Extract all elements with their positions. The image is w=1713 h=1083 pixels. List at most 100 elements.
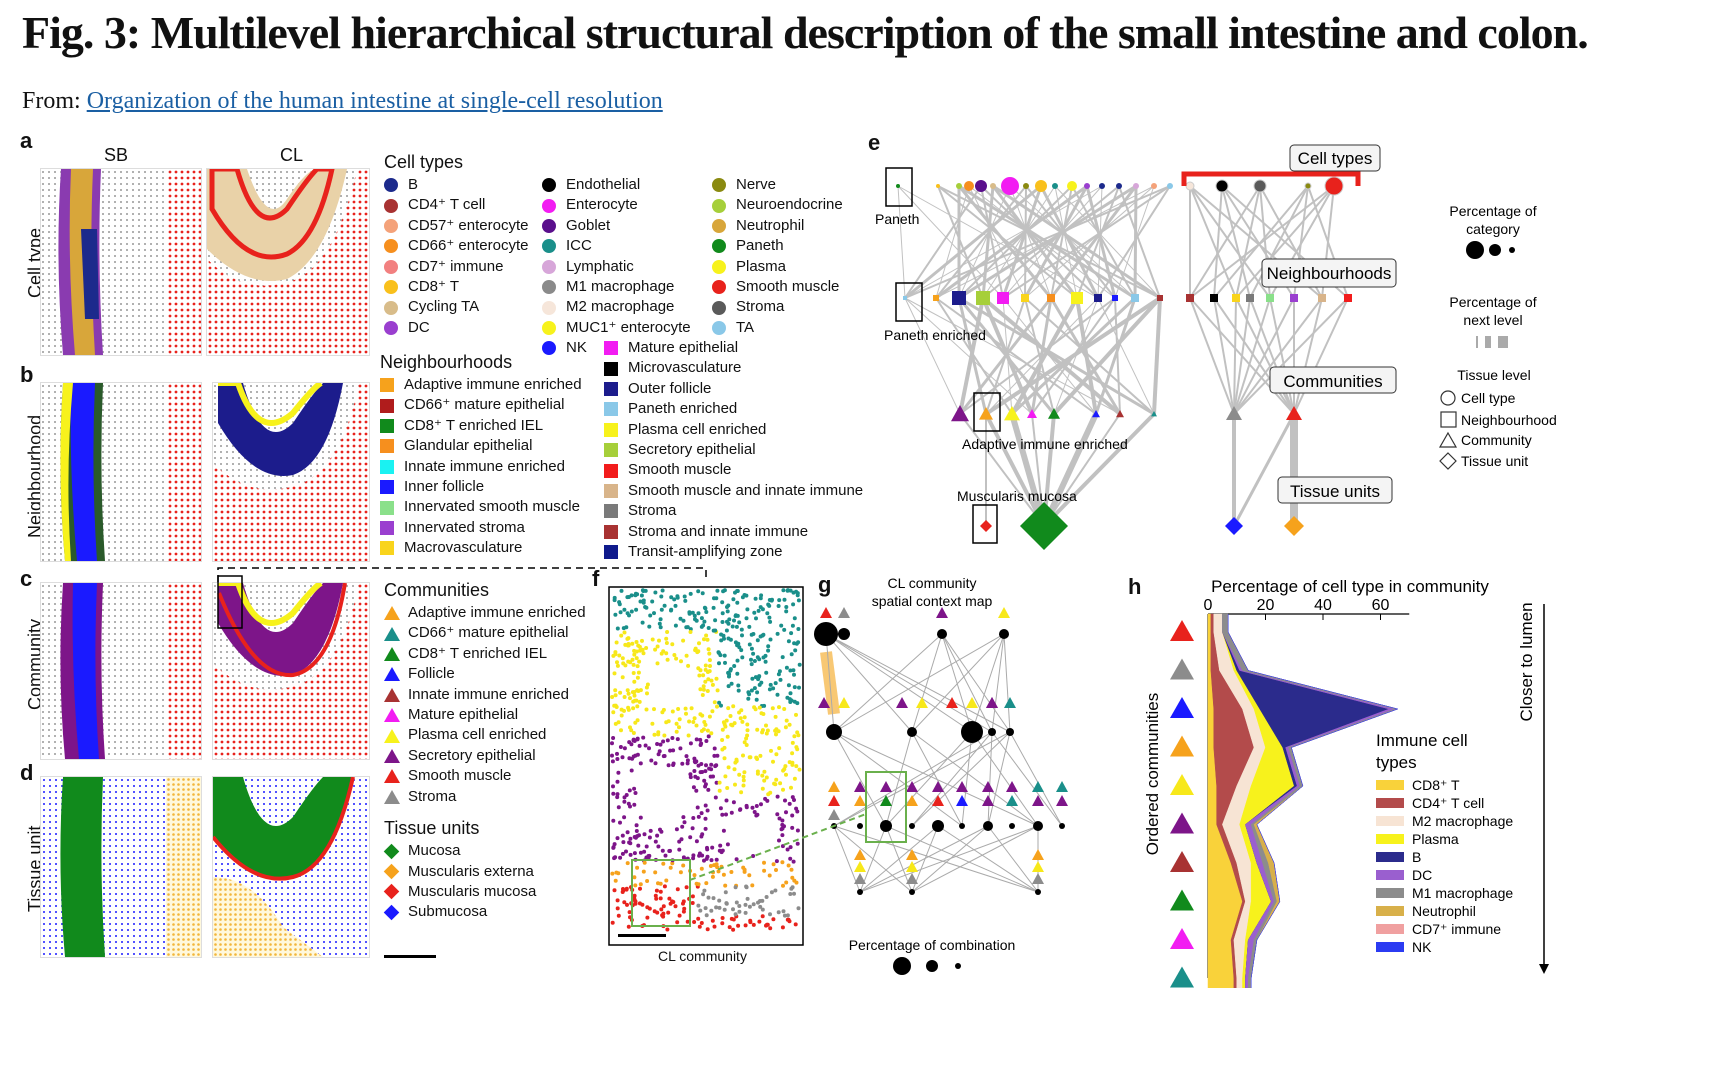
combination-node [907,727,917,737]
legend-label: CD8⁺ T enriched IEL [408,644,548,662]
h-legend-label: Plasma [1412,831,1459,847]
h-community-marker [1170,851,1194,872]
legend-item: Adaptive immune enriched [384,603,598,623]
legend-label: Smooth muscle [628,461,732,479]
label-muscularis: Muscularis mucosa [957,488,1077,504]
h-legend-swatch [1376,780,1404,790]
combination-node [988,728,996,736]
cell-type-node [1116,183,1122,189]
community-marker [854,781,866,792]
legend-label: Mature epithelial [628,339,739,356]
neighbourhood-node [1290,294,1298,302]
legend-heading: Neighbourhoods [380,352,513,372]
legend-label: TA [736,318,755,336]
h-legend-swatch [1376,924,1404,934]
neighbourhood-node [1210,294,1218,302]
tri-marker [384,789,400,804]
panel-label-a: a [20,128,33,153]
h-legend-label: M2 macrophage [1412,813,1513,829]
legend-item: Secretory epithelial [384,746,598,766]
box-tissue-units: Tissue units [1277,476,1393,504]
community-marker [982,795,994,806]
legend-label: B [408,176,419,193]
legend-item: Endothelial [542,175,712,195]
legend-label: Transit-amplifying zone [628,542,783,560]
legend-item: Innervated stroma [380,518,600,538]
sq-marker [604,483,618,498]
cell-type-node [1084,183,1090,189]
community-marker [932,795,944,806]
legend-item: Stroma [604,501,866,521]
legend-item: Goblet [542,216,712,236]
legend-label: Secretory epithelial [628,440,756,458]
legend-item: Mature epithelial [384,705,598,725]
figure-title: Fig. 3: Multilevel hierarchical structur… [22,7,1589,58]
h-legend-swatch [1376,870,1404,880]
f-g-link [690,813,867,881]
h-legend-label: CD4⁺ T cell [1412,795,1484,811]
h-community-marker [1170,928,1194,949]
legend-item: Stroma and innate immune [604,522,866,542]
legend-item: Stroma [384,787,598,807]
figure-source: From: Organization of the human intestin… [22,88,663,115]
tri-marker [384,667,400,682]
legend-label: Nerve [736,176,777,193]
legend-label: Mucosa [408,842,461,860]
legend-item: Mature epithelial [604,338,866,358]
combination-node [932,820,944,832]
community-marker [838,697,850,708]
legend-label: Muscularis externa [408,862,534,880]
box-cell-types: Cell types [1289,144,1381,172]
panel-g-map: CL community spatial context map Percent… [814,575,1068,975]
neighbourhood-node [1318,294,1326,302]
legend-label: Paneth enriched [628,400,738,418]
dot-marker [542,280,556,295]
legend-label: ICC [566,237,592,255]
legend-item: Secretory epithelial [604,440,866,460]
community-marker [828,781,840,792]
panel-label-f: f [592,566,600,591]
zoom-box [217,575,243,629]
legend-item: Neutrophil [712,216,862,236]
svg-text:Cell types: Cell types [1298,149,1373,168]
community-node [1004,406,1020,421]
neighbourhood-node [1131,294,1139,302]
article-link[interactable]: Organization of the human intestine at s… [86,88,663,114]
dot-marker [384,280,398,295]
panel-label-g: g [818,572,832,597]
h-legend-label: NK [1412,939,1432,955]
combination-node [814,622,838,646]
sq-marker [380,398,394,413]
svg-text:Neighbourhoods: Neighbourhoods [1267,264,1392,283]
h-area-series [1227,614,1399,988]
box-neighbourhoods: Neighbourhoods [1261,258,1397,288]
combination-node [983,821,993,831]
panel-f-connector [217,567,707,629]
community-node [1226,406,1242,420]
community-marker [1032,781,1044,792]
dot-marker [712,218,726,233]
combination-node [838,628,850,640]
legend-label: Neuroendocrine [736,196,843,214]
community-marker [1004,697,1016,708]
cell-type-node [990,183,996,189]
tri-marker [384,646,400,661]
community-marker [946,697,958,708]
legend-label: Plasma cell enriched [408,726,547,744]
community-node [1092,410,1100,418]
community-marker [896,697,908,708]
tissue-unit-node [1284,516,1304,536]
legend-label: Stroma and innate immune [628,522,809,540]
legend-item: Cycling TA [384,297,544,317]
legend-pct-next: Percentage of next level [1449,294,1536,328]
legend-label: Outer follicle [628,379,712,397]
cell-type-node [1035,180,1047,192]
dot-marker [712,198,726,213]
legend-label: Glandular epithelial [404,437,533,455]
sq-marker [604,524,618,539]
legend-label: CD66⁺ mature epithelial [404,396,565,414]
panel-g-footer: Percentage of combination [849,937,1016,953]
legend-item: Plasma [712,257,862,277]
legend-label: Smooth muscle [408,767,512,785]
legend-label: CD8⁺ T enriched IEL [404,416,544,434]
